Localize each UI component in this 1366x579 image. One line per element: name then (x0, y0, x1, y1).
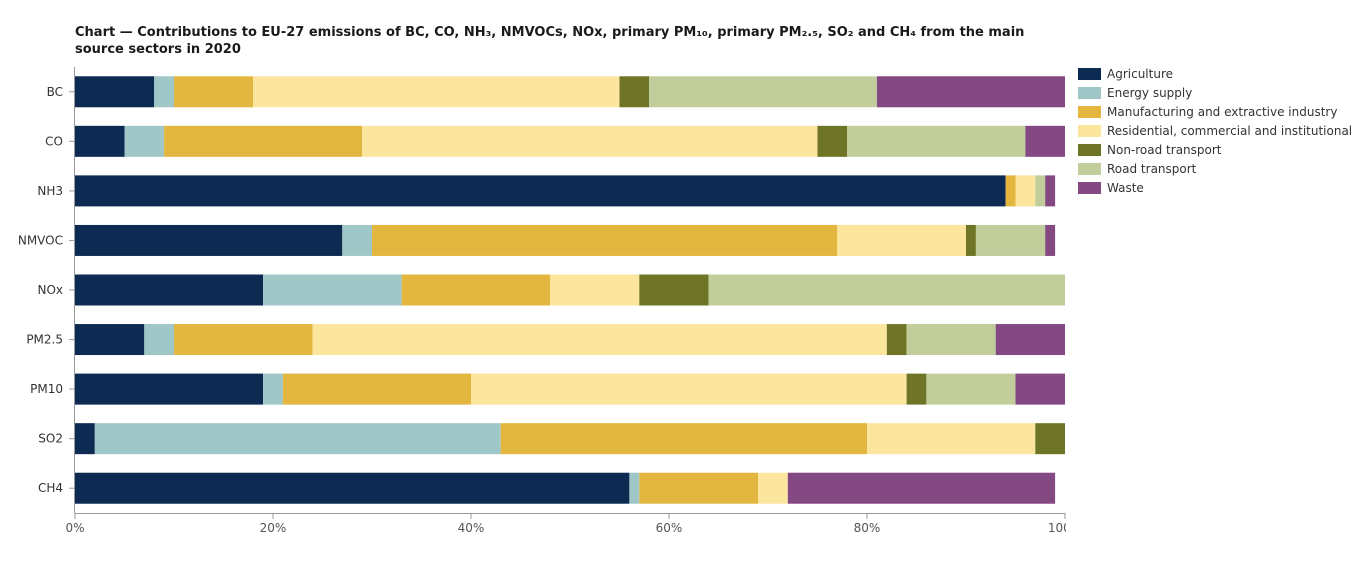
bar-segment (282, 373, 471, 405)
bar-segment (550, 274, 640, 306)
legend-swatch (1078, 105, 1101, 118)
legend-item: Energy supply (1078, 83, 1352, 102)
bar-segment (906, 373, 927, 405)
legend-label: Non-road transport (1107, 142, 1222, 157)
legend-item: Agriculture (1078, 64, 1352, 83)
bar-segment (94, 423, 501, 455)
bar-segment (926, 373, 1016, 405)
bar-segment (1045, 175, 1056, 207)
bar-segment (886, 324, 907, 356)
bar-segment (817, 125, 848, 157)
bar-segment (787, 472, 1056, 504)
legend-label: Waste (1107, 180, 1144, 195)
y-tick-label: PM2.5 (26, 333, 63, 347)
bar-segment (75, 324, 145, 356)
legend-item: Manufacturing and extractive industry (1078, 102, 1352, 121)
x-tick-label: 0% (65, 521, 84, 535)
bar-segment (876, 76, 1065, 108)
y-tick-label: NH3 (37, 184, 63, 198)
bar-segment (1035, 423, 1065, 455)
y-tick-label: CO (45, 134, 63, 148)
legend-item: Residential, commercial and institutiona… (1078, 121, 1352, 140)
bar-segment (253, 76, 620, 108)
bar-segment (639, 274, 709, 306)
x-tick-label: 80% (854, 521, 881, 535)
bar-segment (1045, 224, 1056, 256)
legend-item: Non-road transport (1078, 140, 1352, 159)
bar-segment (649, 76, 877, 108)
bar-segment (144, 324, 174, 356)
bar-segment (75, 423, 95, 455)
bar-segment (174, 76, 254, 108)
bar-segment (75, 472, 630, 504)
legend-label: Residential, commercial and institutiona… (1107, 123, 1353, 138)
bar-segment (837, 224, 966, 256)
chart-title: Chart — Contributions to EU-27 emissions… (75, 25, 1025, 57)
legend-label: Road transport (1107, 161, 1197, 176)
bar-segment (75, 76, 155, 108)
bar-segment (75, 274, 264, 306)
bar-segment (312, 324, 887, 356)
y-tick-label: SO2 (38, 432, 63, 446)
bar-segment (906, 324, 996, 356)
bar-segment (639, 472, 759, 504)
stacked-bar-chart: BC CO NH3 NMVOC NOx PM2.5 PM10 SO2 CH4 0% 20% 40% 60… (18, 67, 1066, 535)
legend-swatch (1078, 181, 1101, 194)
bar-segment (174, 324, 313, 356)
bar-segment (847, 125, 1026, 157)
x-tick-label: 20% (260, 521, 287, 535)
legend-swatch (1078, 124, 1101, 137)
chart-legend: Agriculture Energy supply Manufacturing an… (1078, 64, 1352, 197)
legend-swatch (1078, 162, 1101, 175)
legend-swatch (1078, 143, 1101, 156)
bar-segment (75, 373, 264, 405)
bar-segment (263, 373, 283, 405)
bar-segment (975, 224, 1046, 256)
bar-segment (995, 324, 1065, 356)
x-tick-label: 100% (1048, 521, 1066, 535)
legend-label: Agriculture (1107, 66, 1173, 81)
bar-segment (124, 125, 165, 157)
bar-segment (401, 274, 551, 306)
x-tick-label: 40% (458, 521, 485, 535)
bar-segment (1025, 125, 1065, 157)
bar-segment (619, 76, 650, 108)
y-tick-label: NOx (37, 283, 63, 297)
bar-segment (629, 472, 640, 504)
bar-segment (1035, 175, 1046, 207)
legend-item: Road transport (1078, 159, 1352, 178)
y-tick-label: PM10 (30, 382, 63, 396)
bar-segment (1005, 175, 1016, 207)
x-tick-label: 60% (656, 521, 683, 535)
bar-segment (867, 423, 1036, 455)
bar-segment (966, 224, 976, 256)
legend-label: Energy supply (1107, 85, 1193, 100)
y-tick-label: NMVOC (18, 233, 63, 247)
legend-swatch (1078, 67, 1101, 80)
bar-segment (75, 125, 125, 157)
bar-segment (1015, 175, 1036, 207)
y-tick-label: CH4 (38, 481, 63, 495)
bar-segment (75, 224, 343, 256)
bar-segment (75, 175, 1006, 207)
bar-segment (471, 373, 907, 405)
bar-segment (708, 274, 1065, 306)
legend-swatch (1078, 86, 1101, 99)
bar-segment (362, 125, 818, 157)
legend-label: Manufacturing and extractive industry (1107, 104, 1338, 119)
bar-segment (263, 274, 402, 306)
y-tick-label: BC (47, 85, 63, 99)
bar-segment (758, 472, 788, 504)
bar-segment (164, 125, 363, 157)
bar-segment (500, 423, 867, 455)
bar-segment (342, 224, 372, 256)
bar-segment (154, 76, 174, 108)
legend-item: Waste (1078, 178, 1352, 197)
bar-segment (1015, 373, 1065, 405)
bar-segment (372, 224, 838, 256)
